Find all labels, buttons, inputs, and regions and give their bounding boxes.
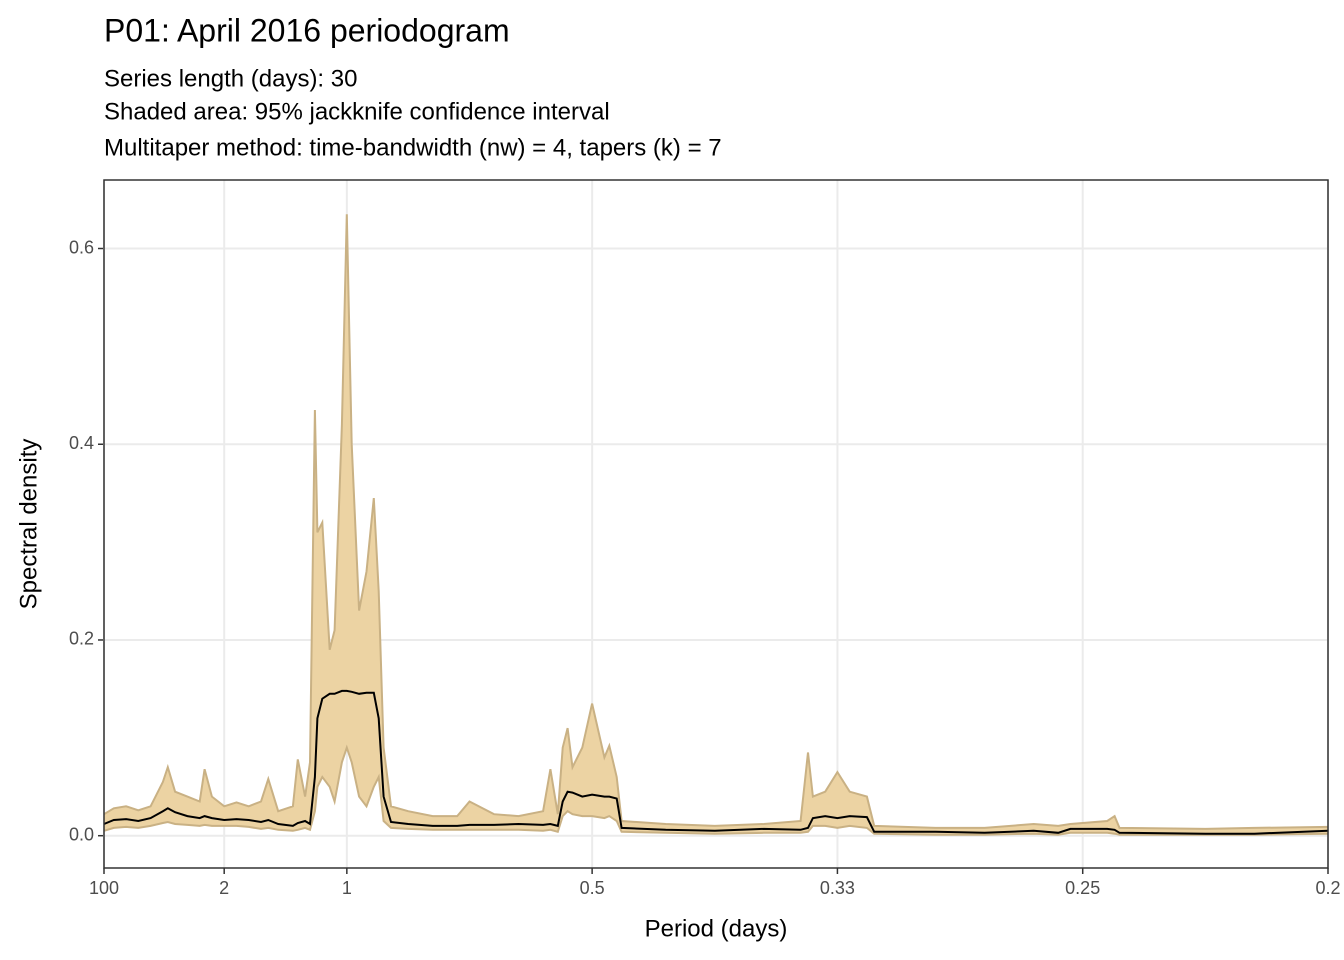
confidence-band (104, 214, 1328, 835)
x-tick-label: 0.25 (1065, 878, 1100, 898)
x-tick-label: 100 (89, 878, 119, 898)
plot-border (103, 179, 1329, 869)
x-tick-label: 1 (342, 878, 352, 898)
band-lower (103, 744, 1329, 836)
x-tick-label: 2 (219, 878, 229, 898)
y-tick-label: 0.2 (69, 629, 94, 649)
x-tick-label: 0.33 (820, 878, 855, 898)
estimate-line (103, 689, 1329, 835)
subtitle: Multitaper method: time-bandwidth (nw) =… (104, 134, 722, 161)
x-tick-label: 0.2 (1315, 878, 1340, 898)
subtitle: Series length (days): 30 (104, 65, 357, 92)
y-axis-title: Spectral density (15, 439, 42, 610)
x-tick-label: 0.5 (580, 878, 605, 898)
subtitle: Shaded area: 95% jackknife confidence in… (104, 98, 610, 125)
y-tick-label: 0.0 (69, 824, 94, 844)
x-axis-title: Period (days) (645, 915, 788, 942)
band-upper (103, 214, 1329, 830)
chart-title: P01: April 2016 periodogram (104, 12, 510, 48)
y-tick-label: 0.4 (69, 433, 94, 453)
y-tick-label: 0.6 (69, 237, 94, 257)
